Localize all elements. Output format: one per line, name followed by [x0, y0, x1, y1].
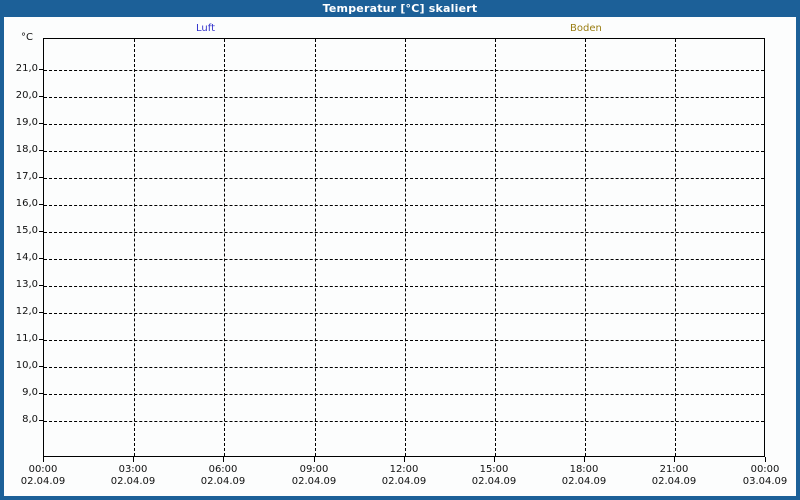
x-axis-tick-date: 02.04.09 — [651, 476, 697, 487]
x-axis-tick-label: 12:00 02.04.09 — [369, 464, 439, 488]
gridline-vertical — [495, 39, 496, 456]
x-axis-tick-time: 15:00 — [479, 464, 509, 475]
y-axis-tick-label: 21,0 — [15, 63, 38, 74]
y-axis-tick-label: 10,0 — [15, 360, 38, 371]
gridline-horizontal — [44, 340, 764, 341]
chart-canvas: Luft Boden °C 21,0 20,0 19,0 18,0 17,0 16,0 15… — [4, 17, 796, 496]
gridline-horizontal — [44, 394, 764, 395]
y-axis-tick-mark — [39, 69, 43, 70]
x-axis-tick-date: 02.04.09 — [291, 476, 337, 487]
x-axis-tick-time: 09:00 — [299, 464, 329, 475]
gridline-horizontal — [44, 286, 764, 287]
y-axis-tick-mark — [39, 393, 43, 394]
y-axis-tick-label: 9,0 — [22, 387, 38, 398]
y-axis-tick-mark — [39, 420, 43, 421]
y-axis-tick-label: 18,0 — [15, 144, 38, 155]
gridline-horizontal — [44, 70, 764, 71]
x-axis-tick-mark — [404, 457, 405, 462]
x-axis-tick-date: 02.04.09 — [381, 476, 427, 487]
gridline-horizontal — [44, 205, 764, 206]
y-axis-tick-mark — [39, 96, 43, 97]
x-axis-tick-time: 21:00 — [659, 464, 689, 475]
gridline-horizontal — [44, 367, 764, 368]
x-axis-tick-mark — [314, 457, 315, 462]
x-axis-tick-label: 15:00 02.04.09 — [459, 464, 529, 488]
x-axis-tick-date: 02.04.09 — [561, 476, 607, 487]
y-axis-tick-mark — [39, 366, 43, 367]
window-title: Temperatur [°C] skaliert — [0, 0, 800, 17]
x-axis-tick-label: 00:00 02.04.09 — [8, 464, 78, 488]
x-axis-tick-mark — [584, 457, 585, 462]
y-axis-tick-mark — [39, 339, 43, 340]
gridline-vertical — [585, 39, 586, 456]
y-axis-tick-label: 13,0 — [15, 279, 38, 290]
gridline-horizontal — [44, 151, 764, 152]
x-axis-tick-mark — [133, 457, 134, 462]
y-axis-tick-label: 14,0 — [15, 252, 38, 263]
x-axis-tick-label: 21:00 02.04.09 — [639, 464, 709, 488]
gridline-horizontal — [44, 97, 764, 98]
y-axis-tick-mark — [39, 177, 43, 178]
y-axis-tick-label: 11,0 — [15, 333, 38, 344]
x-axis-tick-time: 12:00 — [389, 464, 419, 475]
x-axis-tick-mark — [494, 457, 495, 462]
x-axis-tick-date: 02.04.09 — [200, 476, 246, 487]
x-axis-tick-date: 03.04.09 — [742, 476, 788, 487]
gridline-horizontal — [44, 313, 764, 314]
gridline-horizontal — [44, 259, 764, 260]
x-axis-tick-label: 06:00 02.04.09 — [188, 464, 258, 488]
gridline-vertical — [134, 39, 135, 456]
gridline-horizontal — [44, 178, 764, 179]
y-axis-tick-mark — [39, 285, 43, 286]
plot-area — [43, 38, 765, 457]
legend-label-boden: Boden — [570, 23, 602, 34]
x-axis-tick-date: 02.04.09 — [20, 476, 66, 487]
x-axis-tick-mark — [674, 457, 675, 462]
legend-item-luft: Luft — [196, 23, 215, 35]
y-axis-tick-mark — [39, 204, 43, 205]
gridline-horizontal — [44, 232, 764, 233]
x-axis-tick-date: 02.04.09 — [110, 476, 156, 487]
x-axis-tick-time: 03:00 — [118, 464, 148, 475]
gridline-horizontal — [44, 124, 764, 125]
legend-label-luft: Luft — [196, 23, 215, 34]
x-axis-tick-label: 03:00 02.04.09 — [98, 464, 168, 488]
x-axis-tick-label: 18:00 02.04.09 — [549, 464, 619, 488]
gridline-vertical — [224, 39, 225, 456]
x-axis-tick-label: 00:00 03.04.09 — [730, 464, 800, 488]
y-axis-tick-mark — [39, 258, 43, 259]
x-axis-tick-mark — [223, 457, 224, 462]
x-axis-tick-mark — [43, 457, 44, 462]
x-axis-tick-time: 00:00 — [750, 464, 780, 475]
x-axis-tick-label: 09:00 02.04.09 — [279, 464, 349, 488]
y-axis-tick-label: 8,0 — [22, 414, 38, 425]
x-axis-tick-mark — [765, 457, 766, 462]
y-axis-tick-mark — [39, 231, 43, 232]
x-axis-tick-date: 02.04.09 — [471, 476, 517, 487]
y-axis-tick-mark — [39, 312, 43, 313]
y-axis-tick-mark — [39, 150, 43, 151]
x-axis-tick-time: 18:00 — [569, 464, 599, 475]
y-axis-tick-label: 15,0 — [15, 225, 38, 236]
y-axis-tick-mark — [39, 123, 43, 124]
legend-item-boden: Boden — [570, 23, 602, 35]
y-axis-unit-label: °C — [21, 32, 33, 43]
x-axis-tick-time: 00:00 — [28, 464, 58, 475]
gridline-vertical — [675, 39, 676, 456]
y-axis-tick-label: 17,0 — [15, 171, 38, 182]
gridline-horizontal — [44, 421, 764, 422]
gridline-vertical — [315, 39, 316, 456]
x-axis-tick-time: 06:00 — [208, 464, 238, 475]
y-axis-tick-label: 12,0 — [15, 306, 38, 317]
y-axis-tick-label: 16,0 — [15, 198, 38, 209]
y-axis-tick-label: 19,0 — [15, 117, 38, 128]
y-axis-tick-label: 20,0 — [15, 90, 38, 101]
gridline-vertical — [405, 39, 406, 456]
